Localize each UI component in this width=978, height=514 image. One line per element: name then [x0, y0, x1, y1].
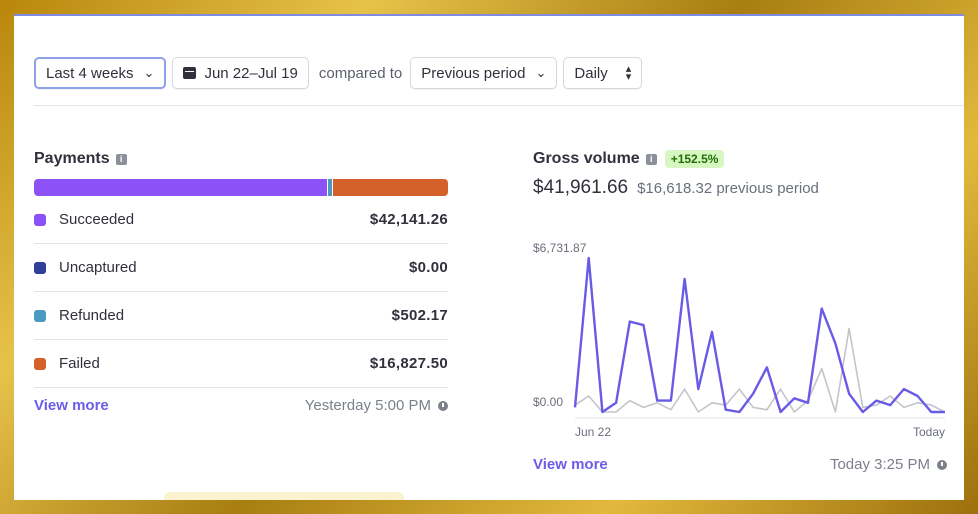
filter-divider — [34, 105, 964, 106]
interval-select[interactable]: Daily ▴ ▾ — [563, 57, 643, 89]
compare-period-label: Previous period — [421, 64, 526, 82]
y-tick-label: $6,731.87 — [533, 241, 587, 255]
payment-row-label-wrap: Refunded — [34, 307, 124, 324]
current-period-line — [573, 256, 945, 414]
payments-title-text: Payments — [34, 150, 110, 167]
payment-row-amount: $0.00 — [408, 259, 448, 276]
payment-row-label: Succeeded — [59, 211, 135, 228]
date-picker-label: Jun 22–Jul 19 — [204, 64, 298, 82]
date-range-select[interactable]: Last 4 weeks ⌄ — [34, 57, 167, 89]
gross-volume-previous: $16,618.32 previous period — [637, 180, 819, 197]
payments-list: Succeeded $42,141.26 Uncaptured $0.00 Refund… — [34, 196, 448, 388]
gross-volume-title-text: Gross volume — [533, 150, 640, 167]
payment-row-label: Uncaptured — [59, 259, 137, 276]
date-picker-button[interactable]: Jun 22–Jul 19 — [172, 57, 309, 89]
calendar-icon — [183, 67, 197, 79]
payment-row-label-wrap: Failed — [34, 355, 100, 372]
gross-volume-title: Gross volume i +152.5% — [533, 150, 947, 168]
payment-row-label: Refunded — [59, 307, 125, 324]
payments-footer: View more Yesterday 5:00 PM — [34, 397, 448, 414]
clock-icon — [438, 400, 448, 411]
x-tick-label: Jun 22 — [575, 425, 611, 439]
payment-row: Failed $16,827.50 — [34, 340, 448, 388]
next-card-edge — [164, 492, 404, 500]
payment-row-label-wrap: Succeeded — [34, 211, 134, 228]
payments-title: Payments i — [34, 150, 448, 168]
payments-updated: Yesterday 5:00 PM — [305, 397, 448, 414]
filter-bar: Last 4 weeks ⌄ Jun 22–Jul 19 compared to… — [34, 56, 648, 90]
status-swatch — [34, 261, 46, 274]
gross-volume-section: Gross volume i +152.5% $41,961.66 $16,61… — [533, 150, 947, 473]
bar-segment — [328, 179, 334, 196]
dashboard-panel: Last 4 weeks ⌄ Jun 22–Jul 19 compared to… — [14, 14, 964, 500]
interval-label: Daily — [574, 64, 608, 82]
payment-row-amount: $42,141.26 — [369, 211, 448, 228]
status-swatch — [34, 357, 46, 370]
clock-icon — [937, 459, 947, 470]
previous-period-line — [574, 327, 946, 413]
payment-row: Refunded $502.17 — [34, 292, 448, 340]
x-tick-label: Today — [913, 425, 945, 439]
payment-row-label: Failed — [59, 355, 100, 372]
gross-volume-footer: View more Today 3:25 PM — [533, 456, 947, 473]
y-tick-label: $0.00 — [533, 395, 563, 409]
bar-segment — [333, 179, 448, 196]
gross-volume-total: $41,961.66 — [533, 177, 629, 198]
gross-volume-updated: Today 3:25 PM — [830, 456, 947, 473]
payment-row: Uncaptured $0.00 — [34, 244, 448, 292]
change-badge: +152.5% — [664, 150, 725, 168]
payments-view-more-link[interactable]: View more — [34, 397, 109, 414]
info-icon[interactable]: i — [115, 153, 127, 165]
status-swatch — [34, 309, 46, 322]
payments-updated-text: Yesterday 5:00 PM — [304, 397, 431, 414]
gross-volume-totals: $41,961.66 $16,618.32 previous period — [533, 177, 947, 199]
payments-breakdown-bar — [34, 179, 448, 196]
payment-row: Succeeded $42,141.26 — [34, 196, 448, 244]
status-swatch — [34, 213, 46, 226]
compare-period-select[interactable]: Previous period ⌄ — [410, 57, 558, 89]
payment-row-amount: $502.17 — [391, 307, 448, 324]
info-icon[interactable]: i — [645, 153, 657, 165]
sort-arrows-icon: ▴ ▾ — [625, 63, 632, 83]
bar-segment — [34, 179, 329, 196]
compared-to-text: compared to — [318, 64, 403, 82]
date-range-select-label: Last 4 weeks — [46, 64, 134, 82]
chevron-down-icon: ⌄ — [143, 65, 155, 80]
payment-row-amount: $16,827.50 — [369, 355, 448, 372]
payments-section: Payments i Succeeded $42,141.26 Uncaptured… — [34, 150, 448, 414]
gross-volume-view-more-link[interactable]: View more — [533, 456, 608, 473]
payment-row-label-wrap: Uncaptured — [34, 259, 137, 276]
gross-volume-chart: $6,731.87 $0.00 Jun 22 Today — [533, 241, 946, 439]
gross-volume-updated-text: Today 3:25 PM — [829, 456, 930, 473]
chevron-down-icon: ⌄ — [535, 65, 547, 80]
